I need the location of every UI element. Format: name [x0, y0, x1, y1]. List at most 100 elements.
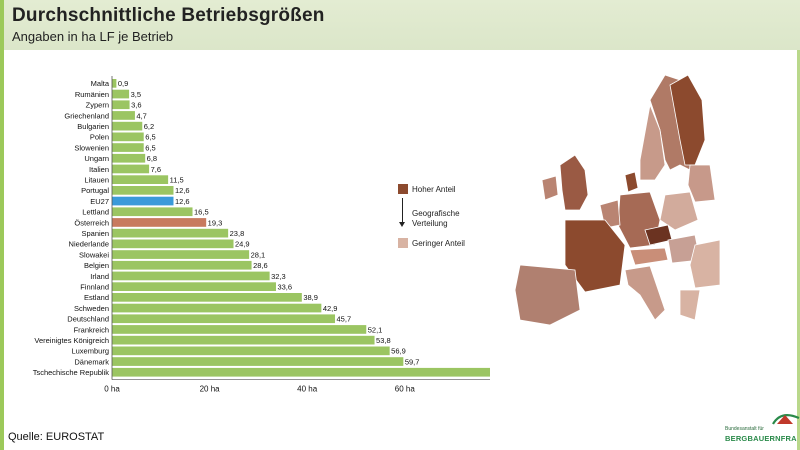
- value-label: 4,7: [136, 111, 146, 120]
- bar-22: [112, 314, 336, 324]
- category-label: Polen: [90, 133, 109, 142]
- category-label: Zypern: [86, 101, 109, 110]
- bar-27: [112, 367, 490, 377]
- value-label: 28,1: [251, 250, 266, 259]
- value-label: 28,6: [253, 261, 268, 270]
- value-label: 32,3: [271, 272, 286, 281]
- bar-11: [112, 196, 174, 206]
- value-label: 59,7: [405, 357, 420, 366]
- x-tick-label: 60 ha: [395, 385, 416, 394]
- category-label: Estland: [84, 293, 109, 302]
- value-label: 24,9: [235, 240, 250, 249]
- value-label: 16,5: [194, 208, 209, 217]
- legend-middle-label-1: Geografische: [412, 209, 460, 218]
- chart-title: Durchschnittliche Betriebsgrößen: [12, 5, 325, 26]
- frame-left: [0, 0, 4, 450]
- value-label: 45,7: [337, 315, 352, 324]
- value-label: 23,8: [230, 229, 245, 238]
- map-region-poland: [659, 191, 699, 231]
- category-label: Italien: [89, 165, 109, 174]
- value-label: 19,3: [208, 218, 223, 227]
- bar-21: [112, 303, 322, 313]
- value-label: 3,6: [131, 101, 141, 110]
- bar-14: [112, 228, 229, 238]
- map-region-finland: [669, 74, 706, 166]
- legend-arrowhead: [399, 222, 405, 227]
- category-label: Litauen: [84, 176, 109, 185]
- chart-subtitle: Angaben in ha LF je Betrieb: [12, 29, 174, 44]
- bar-19: [112, 282, 276, 291]
- bar-15: [112, 239, 234, 249]
- bar-1: [112, 89, 130, 99]
- map-region-austria: [629, 247, 669, 266]
- bar-25: [112, 346, 390, 356]
- legend-high-label: Hoher Anteil: [412, 185, 456, 194]
- category-label: Österreich: [74, 218, 109, 227]
- bar-26: [112, 357, 404, 366]
- map-region-uk: [559, 154, 589, 211]
- bar-18: [112, 271, 270, 281]
- bar-3: [112, 111, 135, 120]
- header-band: Durchschnittliche Betriebsgrößen Angaben…: [0, 0, 800, 50]
- category-label: EU27: [90, 197, 109, 206]
- bar-12: [112, 207, 193, 217]
- value-label: 56,9: [391, 347, 406, 356]
- legend-low-label: Geringer Anteil: [412, 239, 465, 248]
- x-tick-label: 0 ha: [104, 385, 120, 394]
- category-label: Ungarn: [84, 154, 109, 163]
- value-label: 6,5: [145, 133, 155, 142]
- value-label: 11,5: [170, 176, 184, 185]
- category-label: Finnland: [80, 283, 109, 292]
- institution-logo: Bundesanstalt für BERGBAUERNFRA: [725, 408, 800, 446]
- category-label: Deutschland: [67, 315, 109, 324]
- bar-2: [112, 100, 130, 110]
- bar-7: [112, 153, 146, 163]
- category-label: Rumänien: [75, 90, 109, 99]
- map-region-iberia: [514, 264, 581, 326]
- value-label: 33,6: [277, 283, 292, 292]
- bar-24: [112, 335, 375, 345]
- bar-9: [112, 175, 169, 184]
- europe-map: [514, 74, 720, 326]
- logo-big-text: BERGBAUERNFRA: [725, 434, 797, 443]
- category-label: Portugal: [81, 186, 109, 195]
- legend-arrow: [402, 198, 403, 224]
- category-label: Lettland: [82, 208, 109, 217]
- bar-chart: Malta 0,9 Rumänien 3,5 Zypern 3,6 Griechenland…: [33, 76, 490, 394]
- category-label: Frankreich: [74, 325, 109, 334]
- logo-mountain-icon: [772, 413, 800, 425]
- value-label: 12,6: [175, 186, 190, 195]
- legend-low-swatch: [398, 238, 408, 248]
- category-label: Dänemark: [74, 357, 109, 366]
- value-label: 52,1: [368, 325, 383, 334]
- category-label: Griechenland: [64, 111, 109, 120]
- value-label: 7,6: [151, 165, 161, 174]
- source-note: Quelle: EUROSTAT: [8, 431, 105, 443]
- category-label: Luxemburg: [71, 347, 109, 356]
- map-region-romania-bulgaria: [689, 239, 720, 289]
- value-label: 53,8: [376, 336, 391, 345]
- map-region-norway: [639, 103, 666, 181]
- bar-8: [112, 164, 150, 174]
- category-label: Schweden: [74, 304, 109, 313]
- map-region-denmark: [624, 171, 639, 193]
- category-label: Irland: [90, 272, 109, 281]
- category-label: Tschechische Republik: [33, 368, 110, 377]
- map-region-ireland: [541, 175, 559, 201]
- value-label: 38,9: [303, 293, 318, 302]
- bar-16: [112, 250, 250, 259]
- category-label: Belgien: [84, 261, 109, 270]
- category-label: Malta: [91, 79, 110, 88]
- value-label: 12,6: [175, 197, 190, 206]
- value-label: 6,2: [144, 122, 154, 131]
- logo-small-text: Bundesanstalt für: [725, 426, 764, 432]
- bar-20: [112, 293, 302, 302]
- bar-6: [112, 143, 144, 152]
- bar-5: [112, 132, 144, 142]
- value-label: 0,9: [118, 79, 128, 88]
- bar-4: [112, 121, 143, 131]
- category-label: Niederlande: [69, 240, 109, 249]
- value-label: 6,5: [145, 143, 155, 152]
- bar-10: [112, 186, 174, 195]
- x-tick-label: 40 ha: [297, 385, 318, 394]
